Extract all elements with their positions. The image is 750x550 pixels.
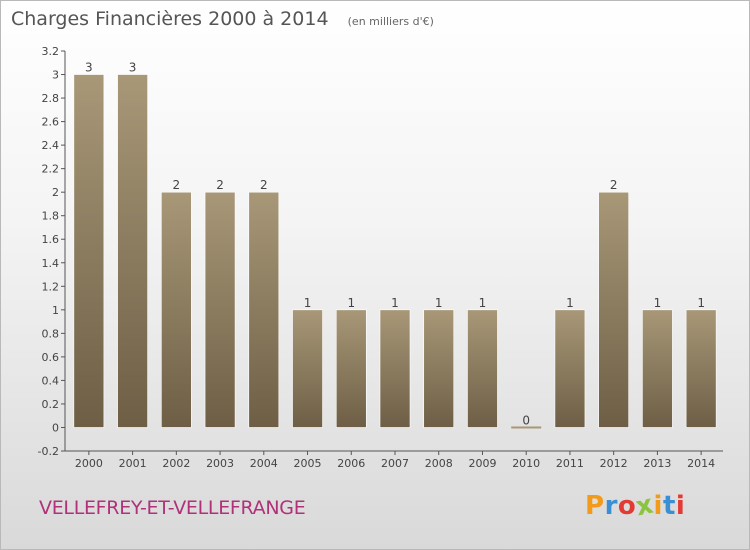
bar-value-label: 3 xyxy=(85,61,93,75)
bar xyxy=(335,309,367,428)
y-tick-label: 0.2 xyxy=(42,398,60,411)
logo-letter: i xyxy=(675,491,686,521)
x-tick-label: 2002 xyxy=(162,457,190,470)
bar-value-label: 1 xyxy=(654,296,662,310)
bar xyxy=(642,309,673,428)
bar-value-label: 1 xyxy=(304,296,312,310)
logo-letter: t xyxy=(662,491,676,521)
y-tick-label: 0.6 xyxy=(42,351,60,364)
x-tick-label: 2013 xyxy=(643,457,671,470)
chart-subtitle: (en milliers d'€) xyxy=(347,15,434,28)
bar-value-label: 2 xyxy=(173,178,181,192)
bar xyxy=(554,309,586,428)
bar xyxy=(161,191,192,428)
x-tick-label: 2000 xyxy=(75,457,103,470)
bar-value-label: 1 xyxy=(697,296,705,310)
logo-letter: i xyxy=(653,491,663,521)
bar xyxy=(423,309,455,428)
x-tick-label: 2014 xyxy=(687,457,715,470)
bar xyxy=(598,191,629,428)
y-tick-label: 3 xyxy=(52,69,59,82)
logo-letter: r xyxy=(604,491,618,521)
x-tick-label: 2010 xyxy=(512,457,540,470)
bar-value-label: 1 xyxy=(391,296,399,310)
y-tick-label: 2 xyxy=(52,186,59,199)
x-tick-label: 2007 xyxy=(381,457,409,470)
x-tick-label: 2012 xyxy=(600,457,628,470)
chart-title: Charges Financières 2000 à 2014 xyxy=(11,8,329,30)
bar-value-label: 2 xyxy=(216,178,224,192)
bar xyxy=(685,309,717,428)
bar-series: 3 3 2 2 2 1 1 1 1 1 0 1 2 1 1 xyxy=(73,61,717,429)
bar-value-label: 2 xyxy=(260,178,268,192)
y-tick-label: 0 xyxy=(52,421,59,434)
bar xyxy=(117,74,148,428)
bar xyxy=(467,309,498,428)
bar-value-label: 1 xyxy=(479,296,487,310)
bar xyxy=(379,309,411,428)
x-tick-label: 2004 xyxy=(250,457,278,470)
bar-value-label: 2 xyxy=(610,178,618,192)
x-tick-label: 2008 xyxy=(425,457,453,470)
y-tick-label: 0.4 xyxy=(42,374,60,387)
y-tick-label: 0.8 xyxy=(42,327,60,340)
x-tick-label: 2005 xyxy=(294,457,322,470)
commune-name: VELLEFREY-ET-VELLEFRANGE xyxy=(39,497,306,519)
logo-letter: P xyxy=(585,491,605,521)
x-tick-label: 2011 xyxy=(556,457,584,470)
title-row: Charges Financières 2000 à 2014 (en mill… xyxy=(11,8,434,30)
y-tick-label: 3.2 xyxy=(42,45,60,58)
bar xyxy=(73,74,105,428)
y-tick-label: 2.2 xyxy=(42,163,60,176)
bar-value-label: 3 xyxy=(129,61,137,75)
y-tick-label: 1.6 xyxy=(42,233,60,246)
bar xyxy=(204,191,236,428)
x-tick-label: 2009 xyxy=(468,457,496,470)
x-tick-label: 2003 xyxy=(206,457,234,470)
bar-value-label: 1 xyxy=(347,296,355,310)
y-tick-label: 1.2 xyxy=(42,280,60,293)
x-tick-label: 2001 xyxy=(119,457,147,470)
y-tick-label: 1.4 xyxy=(42,257,60,270)
bar-value-label: 1 xyxy=(435,296,443,310)
bar xyxy=(511,426,542,429)
bar xyxy=(248,191,280,428)
logo-letter: o xyxy=(617,491,637,521)
y-tick-label: 2.8 xyxy=(42,92,60,105)
bar-value-label: 0 xyxy=(522,413,530,427)
y-tick-label: -0.2 xyxy=(38,445,59,458)
y-tick-label: 1 xyxy=(52,304,59,317)
proxiti-logo: Proxiti xyxy=(585,490,686,523)
bar xyxy=(292,309,323,428)
y-tick-label: 2.6 xyxy=(42,116,60,129)
chart-axes: -0.2 0 0.2 0.4 0.6 0.8 1 1.2 1.4 1.6 1.8 2 2.2 2.4 2.6… xyxy=(38,45,723,470)
bar-value-label: 1 xyxy=(566,296,574,310)
y-tick-label: 2.4 xyxy=(42,139,60,152)
x-tick-label: 2006 xyxy=(337,457,365,470)
y-tick-label: 1.8 xyxy=(42,210,60,223)
